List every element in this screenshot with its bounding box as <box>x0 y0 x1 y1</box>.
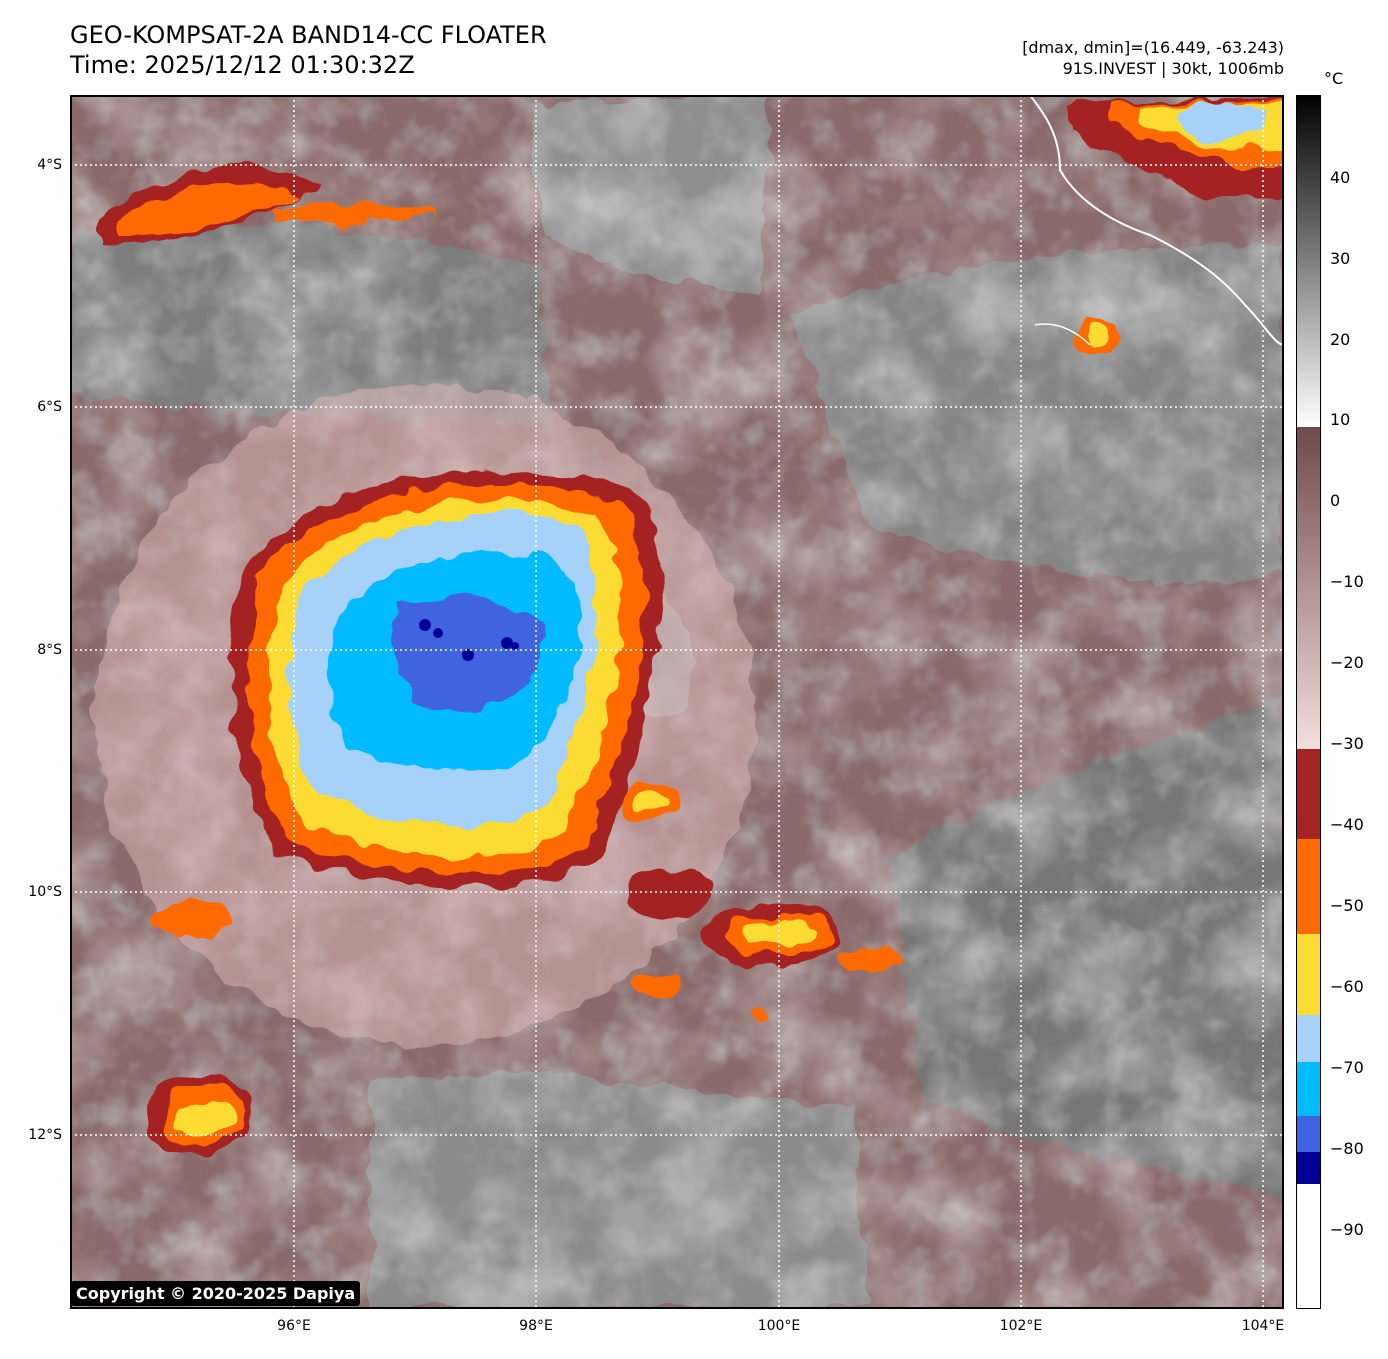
colorbar-tick: −90 <box>1330 1220 1364 1239</box>
colorbar-tick: −30 <box>1330 734 1364 753</box>
main-convection-system <box>95 385 755 1045</box>
lon-label-104e: 104°E <box>1241 1318 1285 1334</box>
colorbar-gray-segment <box>1296 95 1321 427</box>
coastline-line <box>1034 323 1091 346</box>
storm-text: 91S.INVEST | 30kt, 1006mb <box>1062 59 1284 78</box>
title-line-2: Time: 2025/12/12 01:30:32Z <box>70 51 415 79</box>
colorbar-tick: −70 <box>1330 1058 1364 1077</box>
title-line-1: GEO-KOMPSAT-2A BAND14-CC FLOATER <box>70 21 547 49</box>
colorbar-tick: −80 <box>1330 1139 1364 1158</box>
range-text: [dmax, dmin]=(16.449, -63.243) <box>1022 38 1284 57</box>
colorbar-tick: 10 <box>1330 410 1351 429</box>
lat-label-8s: 8°S <box>37 642 62 658</box>
colorbar-band <box>1296 1184 1321 1309</box>
colorbar-band <box>1296 1015 1321 1062</box>
copyright-label: Copyright © 2020-2025 Dapiya <box>71 1281 361 1306</box>
colorbar-tick: −40 <box>1330 815 1364 834</box>
lon-label-96e: 96°E <box>277 1318 311 1334</box>
colorbar-tick: 0 <box>1330 491 1341 510</box>
lat-label-12s: 12°S <box>28 1127 62 1143</box>
lat-label-6s: 6°S <box>37 399 62 415</box>
colorbar-tick: 30 <box>1330 249 1351 268</box>
colorbar-band <box>1296 749 1321 839</box>
lat-label-10s: 10°S <box>28 884 62 900</box>
colorbar-band <box>1296 1062 1321 1116</box>
colorbar-tick: 40 <box>1330 168 1351 187</box>
storm-info: [dmax, dmin]=(16.449, -63.243) 91S.INVES… <box>1022 37 1284 79</box>
lon-label-98e: 98°E <box>519 1318 553 1334</box>
lon-label-100e: 100°E <box>757 1318 801 1334</box>
colorbar <box>1296 95 1321 1309</box>
colorbar-band <box>1296 1116 1321 1152</box>
lat-label-4s: 4°S <box>37 157 62 173</box>
chart-title: GEO-KOMPSAT-2A BAND14-CC FLOATER Time: 2… <box>70 20 547 80</box>
colorbar-band <box>1296 934 1321 1015</box>
gridline-dotted <box>70 95 1284 1309</box>
scattered-convection <box>100 95 1284 1155</box>
lon-label-102e: 102°E <box>999 1318 1043 1334</box>
cold-cloud-top-cores <box>419 619 519 661</box>
colorbar-tick: −50 <box>1330 896 1364 915</box>
colorbar-band <box>1296 1152 1321 1184</box>
colorbar-tick: −10 <box>1330 572 1364 591</box>
colorbar-unit: °C <box>1324 69 1344 88</box>
coastline-line <box>1029 95 1284 346</box>
colorbar-tick: 20 <box>1330 330 1351 349</box>
colorbar-tick: −20 <box>1330 653 1364 672</box>
satellite-map <box>70 95 1284 1309</box>
map-border <box>70 95 1284 1309</box>
colorbar-warm-segment <box>1296 427 1321 749</box>
colorbar-tick: −60 <box>1330 977 1364 996</box>
colorbar-band <box>1296 839 1321 934</box>
